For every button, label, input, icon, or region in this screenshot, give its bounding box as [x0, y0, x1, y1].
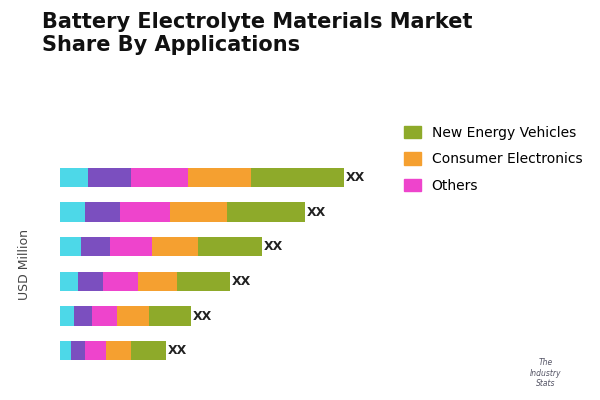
Text: Battery Electrolyte Materials Market
Share By Applications: Battery Electrolyte Materials Market Sha… [42, 12, 473, 55]
Text: XX: XX [346, 171, 365, 184]
Bar [60, 341, 71, 360]
Bar [74, 306, 92, 326]
Bar [131, 341, 166, 360]
Bar [188, 168, 251, 187]
Text: XX: XX [264, 240, 283, 253]
Bar [110, 237, 152, 256]
Text: USD Million: USD Million [17, 228, 31, 300]
Bar [60, 306, 74, 326]
Bar [170, 202, 227, 222]
Bar [117, 306, 149, 326]
Bar [103, 272, 138, 291]
Text: The
Industry
Stats: The Industry Stats [530, 358, 562, 388]
Text: XX: XX [307, 206, 326, 218]
Bar [60, 202, 85, 222]
Bar [60, 272, 78, 291]
Legend: New Energy Vehicles, Consumer Electronics, Others: New Energy Vehicles, Consumer Electronic… [397, 119, 589, 200]
Bar [198, 237, 262, 256]
Bar [227, 202, 305, 222]
Bar [85, 202, 120, 222]
Bar [106, 341, 131, 360]
Bar [81, 237, 110, 256]
Text: XX: XX [232, 275, 251, 288]
Bar [88, 168, 131, 187]
Bar [177, 272, 230, 291]
Bar [149, 306, 191, 326]
Bar [120, 202, 170, 222]
Bar [152, 237, 198, 256]
Bar [60, 168, 88, 187]
Bar [251, 168, 344, 187]
Bar [138, 272, 177, 291]
Bar [131, 168, 188, 187]
Bar [78, 272, 103, 291]
Text: XX: XX [168, 344, 187, 357]
Text: XX: XX [193, 310, 212, 322]
Bar [60, 237, 81, 256]
Bar [71, 341, 85, 360]
Bar [92, 306, 117, 326]
Bar [85, 341, 106, 360]
